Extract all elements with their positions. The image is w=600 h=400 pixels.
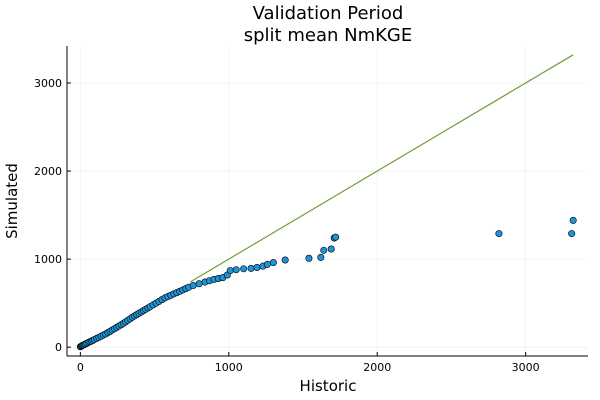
x-tick-label: 2000: [363, 361, 391, 374]
data-point: [269, 259, 277, 267]
data-point: [281, 256, 289, 264]
data-point: [189, 282, 197, 290]
data-point: [495, 230, 503, 238]
x-axis-label: Historic: [300, 377, 357, 395]
reference-line-group: [189, 54, 574, 283]
reference-line: [189, 54, 574, 283]
y-tick-label: 1000: [34, 253, 62, 266]
chart-title: Validation Period: [253, 3, 404, 24]
data-point: [247, 264, 255, 272]
data-point: [568, 230, 576, 238]
grid: [67, 46, 588, 356]
data-point: [332, 233, 340, 241]
data-points: [76, 216, 577, 351]
y-tick-label: 0: [55, 341, 62, 354]
x-tick-label: 0: [77, 361, 84, 374]
y-ticks: 0 1000 2000 3000: [34, 77, 71, 354]
data-point: [226, 267, 234, 275]
data-point: [327, 245, 335, 253]
data-point: [263, 260, 271, 268]
chart-subtitle: split mean NmKGE: [244, 25, 412, 46]
data-point: [317, 253, 325, 261]
x-ticks: 0 1000 2000 3000: [77, 352, 540, 374]
axes: [66, 46, 588, 357]
data-point: [232, 266, 240, 274]
x-tick-label: 3000: [512, 361, 540, 374]
data-point: [320, 246, 328, 254]
x-tick-label: 1000: [215, 361, 243, 374]
data-point: [305, 254, 313, 262]
y-tick-label: 2000: [34, 165, 62, 178]
data-point: [569, 216, 577, 224]
y-tick-label: 3000: [34, 77, 62, 90]
data-point: [195, 280, 203, 288]
y-axis-label: Simulated: [3, 163, 21, 239]
data-point: [240, 265, 248, 273]
data-point: [253, 263, 261, 271]
